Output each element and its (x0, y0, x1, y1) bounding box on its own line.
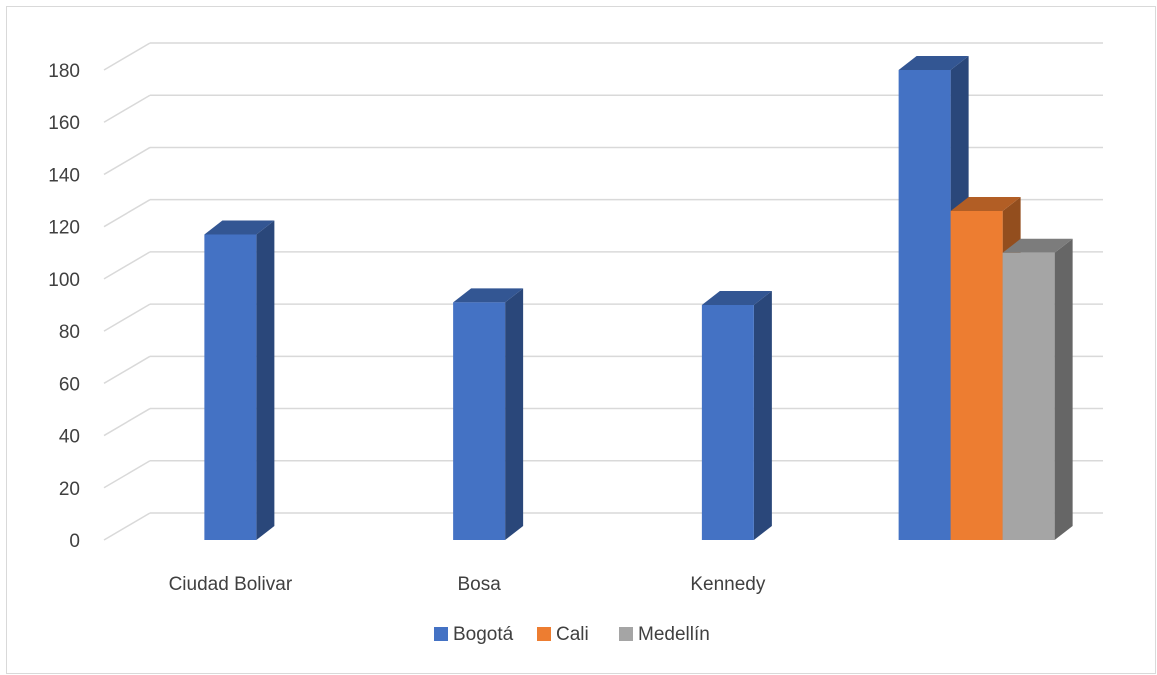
bar-top-bogot (204, 220, 275, 235)
gridline-depth (103, 303, 151, 332)
y-tick-label: 60 (59, 374, 80, 395)
gridline-depth (103, 146, 151, 176)
bar-bogot (453, 302, 506, 540)
bar-side-bogot (505, 288, 524, 540)
y-tick-label: 140 (48, 165, 80, 186)
bar-side-medelln (1054, 238, 1073, 540)
gridline-depth (103, 355, 151, 384)
legend-label-bogot: Bogotá (453, 624, 514, 645)
x-tick-label: Bosa (457, 574, 501, 595)
bar-medelln (1002, 252, 1055, 540)
y-tick-label: 20 (59, 479, 80, 500)
y-tick-label: 100 (48, 270, 80, 291)
gridline-depth (103, 407, 151, 437)
y-tick-label: 120 (48, 218, 80, 239)
bar-bogot (898, 70, 951, 540)
bar-side-bogot (256, 220, 275, 540)
y-tick-label: 40 (59, 427, 80, 448)
bar-top-bogot (453, 288, 524, 303)
bar-cali (950, 211, 1003, 540)
legend-label-cali: Cali (556, 624, 589, 645)
y-tick-label: 160 (48, 113, 80, 134)
bar-top-cali (950, 197, 1021, 211)
gridline-depth (103, 94, 151, 123)
legend-swatch-medelln (619, 627, 633, 641)
gridline-depth (103, 512, 151, 541)
y-tick-label: 180 (48, 61, 80, 82)
bar-bogot (204, 234, 257, 540)
x-tick-label: Ciudad Bolivar (169, 574, 293, 595)
gridline-depth (103, 251, 151, 280)
bar-top-medelln (1002, 238, 1073, 253)
x-tick-label: Kennedy (690, 574, 766, 595)
bar-bogot (701, 305, 754, 540)
bar-top-bogot (898, 56, 969, 70)
bar-top-bogot (701, 291, 772, 305)
legend-label-medelln: Medellín (638, 624, 710, 645)
legend-swatch-cali (537, 627, 551, 641)
y-tick-label: 80 (59, 322, 80, 343)
y-tick-label: 0 (69, 531, 80, 552)
gridline-depth (103, 460, 151, 489)
legend-swatch-bogot (434, 627, 448, 641)
gridline-depth (103, 199, 151, 228)
bar-side-bogot (753, 291, 772, 540)
gridline-depth (103, 42, 151, 71)
